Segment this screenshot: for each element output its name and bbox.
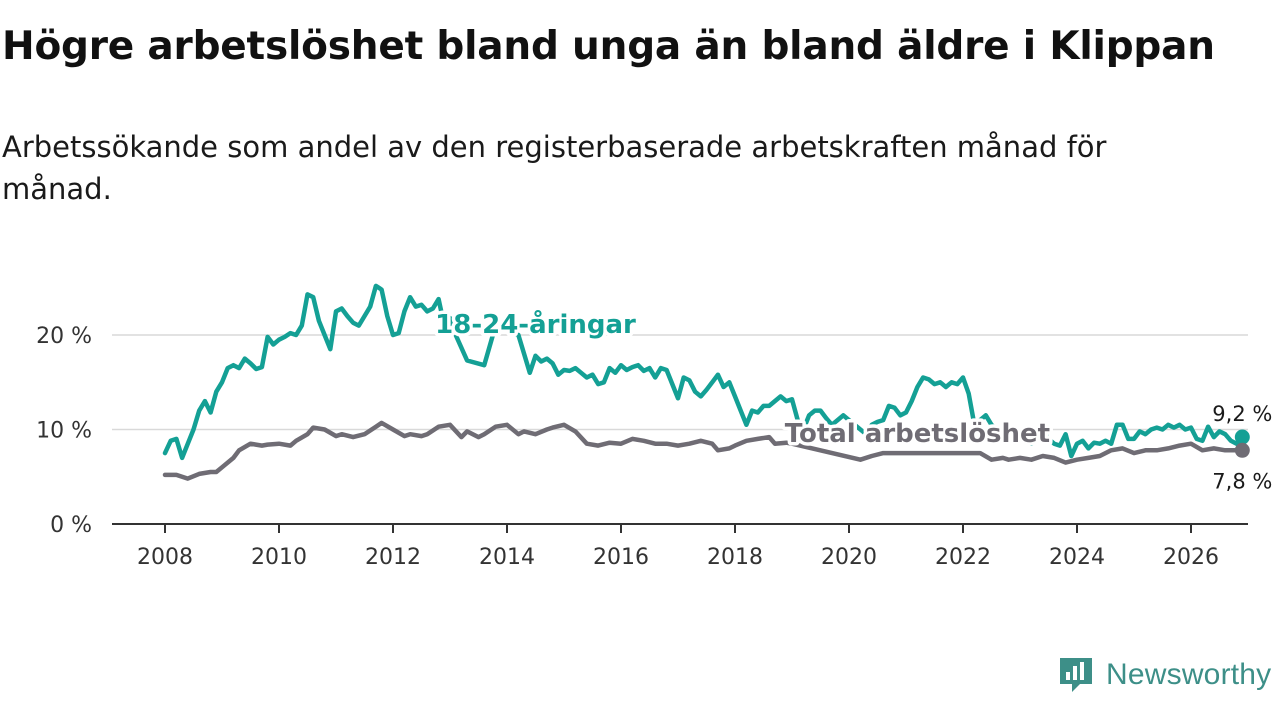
series-name-label: 18-24-åringar [435,308,636,340]
series-line-18-24-ringar [162,283,1245,461]
series-end-label: 7,8 % [1212,469,1272,493]
x-tick-label: 2024 [1049,545,1105,570]
x-tick-label: 2018 [707,545,763,570]
x-tick-label: 2026 [1163,545,1219,570]
x-tick-label: 2014 [479,545,535,570]
series-name-label: Total arbetslöshet [785,419,1050,449]
series-end-point [1234,429,1250,445]
x-tick-label: 2010 [251,545,307,570]
x-tick-label: 2020 [821,545,877,570]
newsworthy-logo-text: Newsworthy [1106,658,1272,691]
newsworthy-logo-icon [1060,658,1092,692]
y-tick-label: 10 % [36,419,92,444]
series-line-total-arbetsl-shet [162,420,1245,481]
x-tick-label: 2022 [935,545,991,570]
x-tick-label: 2012 [365,545,421,570]
series-end-label: 9,2 % [1212,402,1272,426]
y-tick-label: 20 % [36,324,92,349]
newsworthy-logo: Newsworthy [1058,654,1271,696]
chart-subtitle: Arbetssökande som andel av den registerb… [2,130,1107,206]
series-end-point [1234,442,1250,458]
x-tick-label: 2016 [593,545,649,570]
y-tick-label: 0 % [50,513,92,538]
x-tick-label: 2008 [137,545,193,570]
chart-title: Högre arbetslöshet bland unga än bland ä… [2,24,1215,69]
